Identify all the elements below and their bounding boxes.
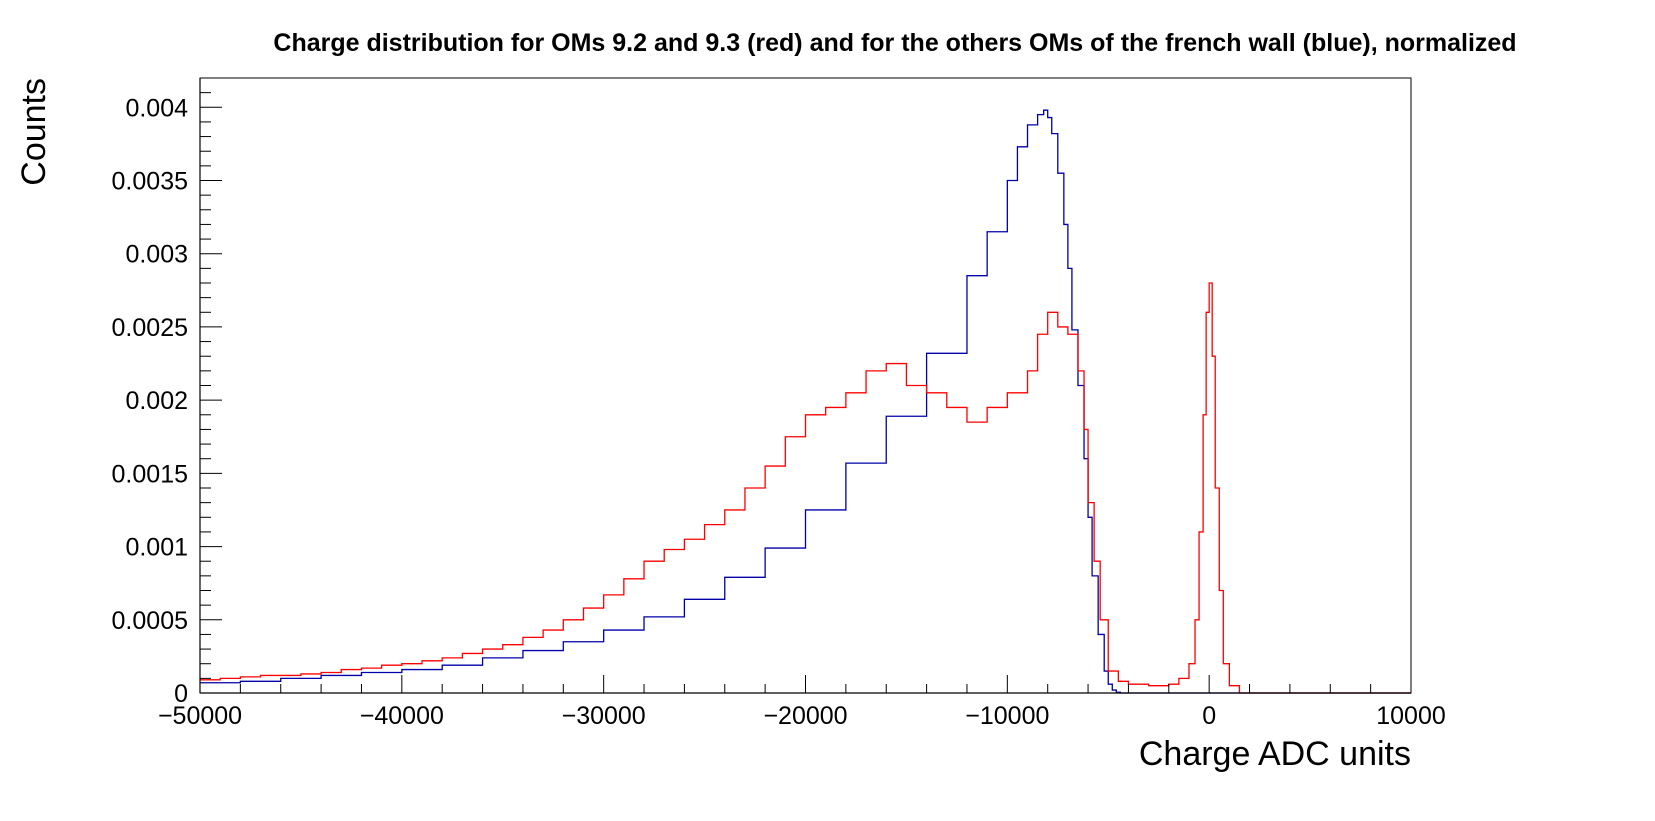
chart-title: Charge distribution for OMs 9.2 and 9.3 … (273, 29, 1516, 57)
y-axis-title: Counts (15, 78, 53, 186)
plot-area: −50000 −40000 −30000 −20000 −10000 0 10000 0 0.… (112, 77, 1446, 730)
x-axis-title: Charge ADC units (1139, 735, 1411, 773)
series-layer (200, 109, 1411, 694)
x-axis: −50000 −40000 −30000 −20000 −10000 0 10000 (158, 675, 1446, 730)
x-tick-label: 0 (1202, 702, 1216, 730)
series-line-1 (200, 282, 1411, 694)
y-tick-label: 0.001 (125, 534, 188, 562)
y-tick-label: 0.003 (125, 241, 188, 269)
x-tick-label: −50000 (158, 702, 242, 730)
x-tick-label: 10000 (1376, 702, 1446, 730)
x-tick-label: −20000 (763, 702, 847, 730)
y-axis: 0 0.0005 0.001 0.0015 0.002 0.0025 0.003 0.0035… (112, 77, 222, 708)
y-tick-label: 0.0035 (112, 168, 188, 196)
y-tick-label: 0.0025 (112, 314, 188, 342)
y-tick-label: 0.0005 (112, 607, 188, 635)
y-tick-label: 0.0015 (112, 460, 188, 488)
y-tick-label: 0.004 (125, 94, 188, 122)
x-tick-label: −30000 (562, 702, 646, 730)
x-tick-label: −10000 (965, 702, 1049, 730)
y-tick-label: 0.002 (125, 387, 188, 415)
x-tick-label: −40000 (360, 702, 444, 730)
plot-frame (199, 77, 1412, 694)
series-line-0 (200, 109, 1411, 694)
y-tick-label: 0 (174, 680, 188, 708)
